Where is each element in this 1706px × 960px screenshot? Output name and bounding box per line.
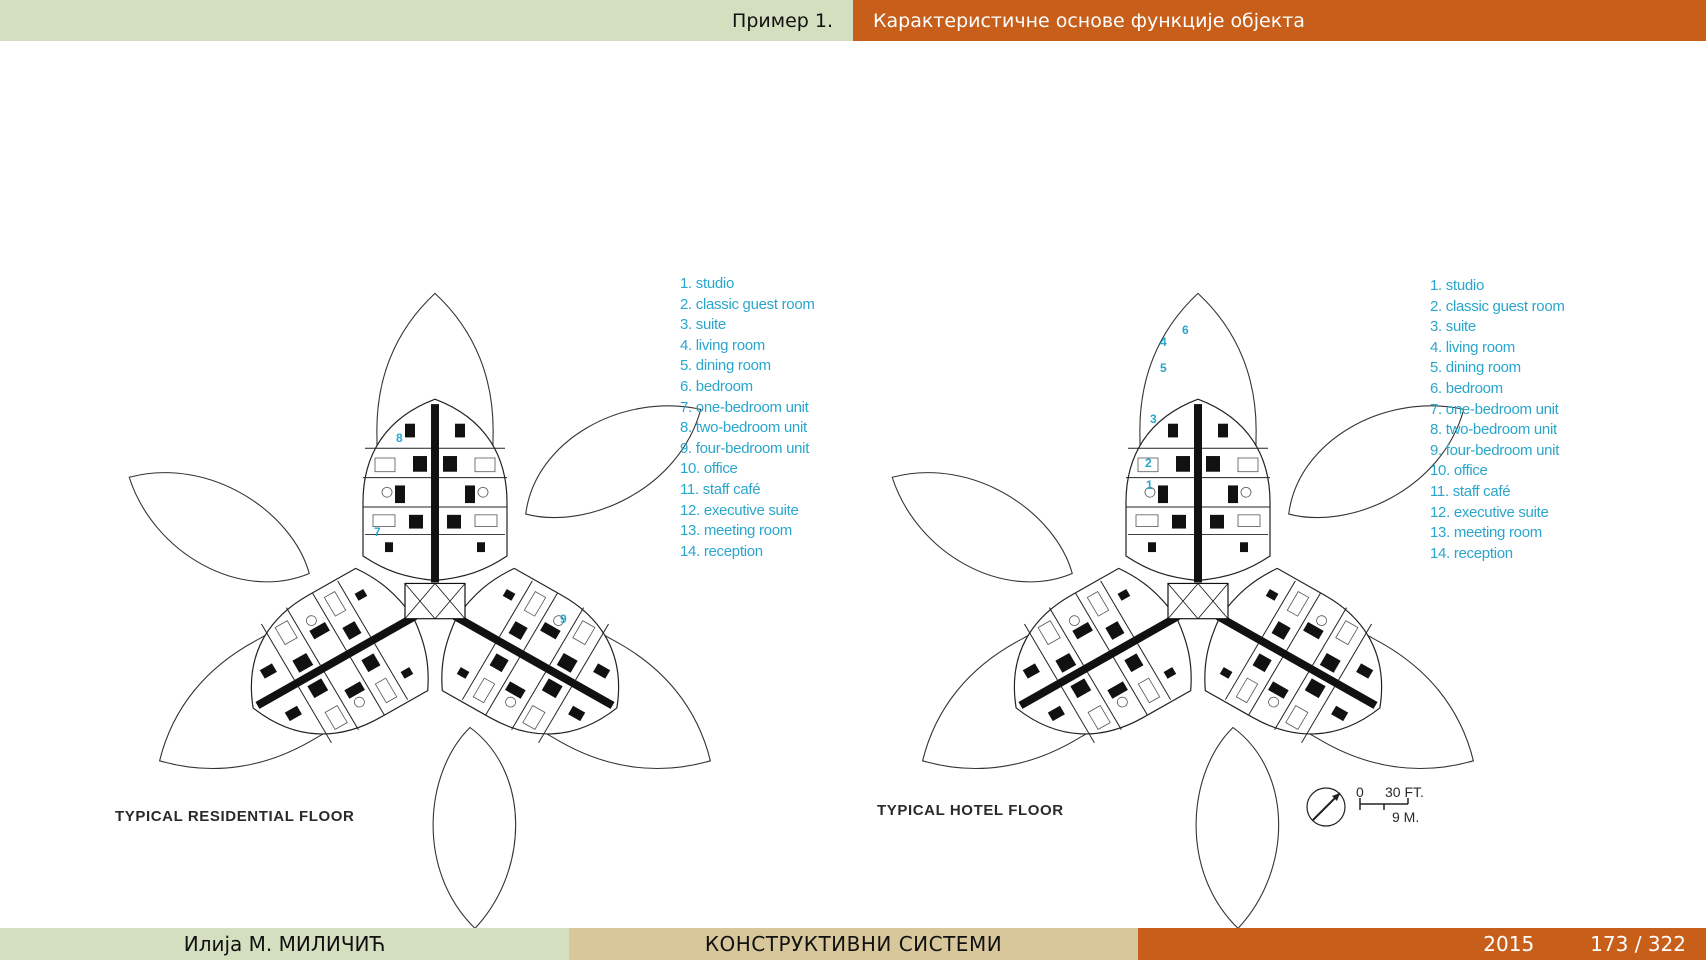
legend-item: 12. executive suite	[1430, 503, 1549, 521]
scale-zero-label: 0	[1356, 784, 1364, 800]
legend-item: 7. one-bedroom unit	[680, 398, 809, 416]
footer-meta: 2015 173 / 322	[1138, 928, 1706, 960]
legend-item: 13. meeting room	[680, 522, 792, 540]
legend-item: 8. two-bedroom unit	[1430, 421, 1557, 439]
legend-item: 6. bedroom	[680, 377, 753, 395]
legend-item: 7. one-bedroom unit	[1430, 400, 1559, 418]
legend-left: 1. studio 2. classic guest room 3. suite…	[680, 274, 815, 562]
residential-floor-caption: TYPICAL RESIDENTIAL FLOOR	[115, 808, 355, 825]
page-number: 173 / 322	[1590, 932, 1686, 956]
legend-item: 10. office	[1430, 462, 1488, 480]
room-number-5: 5	[1160, 361, 1167, 375]
legend-item: 9. four-bedroom unit	[1430, 441, 1560, 459]
footer-course: КОНСТРУКТИВНИ СИСТЕМИ	[569, 928, 1138, 960]
hotel-floor-plan	[872, 293, 1510, 928]
section-label: Пример 1.	[0, 0, 853, 41]
legend-item: 1. studio	[680, 275, 735, 292]
scale-meters-label: 9 M.	[1392, 809, 1420, 825]
footer-year: 2015	[1483, 932, 1535, 956]
room-number-4: 4	[1160, 335, 1167, 349]
room-number-7: 7	[374, 525, 381, 539]
legend-item: 4. living room	[680, 336, 766, 354]
legend-item: 2. classic guest room	[680, 295, 815, 313]
legend-item: 14. reception	[680, 542, 763, 560]
legend-item: 8. two-bedroom unit	[680, 419, 807, 437]
legend-item: 4. living room	[1430, 338, 1516, 356]
legend-item: 9. four-bedroom unit	[680, 439, 810, 457]
slide-title: Карактеристичне основе функције објекта	[853, 0, 1706, 41]
footer-author: Илија М. МИЛИЧИЋ	[0, 928, 569, 960]
legend-right: 1. studio 2. classic guest room 3. suite…	[1430, 276, 1565, 564]
legend-item: 5. dining room	[1430, 359, 1521, 377]
north-arrow-icon	[1306, 787, 1346, 827]
legend-item: 1. studio	[1430, 277, 1485, 294]
residential-floor-plan	[109, 293, 747, 928]
legend-item: 11. staff café	[680, 480, 761, 498]
header-bar: Пример 1. Карактеристичне основе функциј…	[0, 0, 1706, 41]
footer-bar: Илија М. МИЛИЧИЋ КОНСТРУКТИВНИ СИСТЕМИ 2…	[0, 928, 1706, 960]
hotel-floor-caption: TYPICAL HOTEL FLOOR	[877, 802, 1064, 819]
legend-item: 11. staff café	[1430, 482, 1511, 500]
scale-feet-label: 30 FT.	[1385, 784, 1424, 800]
scale-bar	[1359, 798, 1409, 810]
room-number-3: 3	[1150, 412, 1157, 426]
legend-item: 14. reception	[1430, 544, 1513, 562]
room-number-1: 1	[1146, 478, 1153, 492]
room-number-8: 8	[396, 431, 403, 445]
legend-item: 12. executive suite	[680, 501, 799, 519]
legend-item: 6. bedroom	[1430, 379, 1503, 397]
legend-item: 2. classic guest room	[1430, 297, 1565, 315]
room-number-2: 2	[1145, 456, 1152, 470]
legend-item: 5. dining room	[680, 357, 771, 375]
room-number-9: 9	[560, 612, 567, 626]
legend-item: 13. meeting room	[1430, 524, 1542, 542]
legend-item: 10. office	[680, 460, 738, 478]
legend-item: 3. suite	[680, 316, 726, 334]
room-number-6: 6	[1182, 323, 1189, 337]
legend-item: 3. suite	[1430, 318, 1476, 336]
